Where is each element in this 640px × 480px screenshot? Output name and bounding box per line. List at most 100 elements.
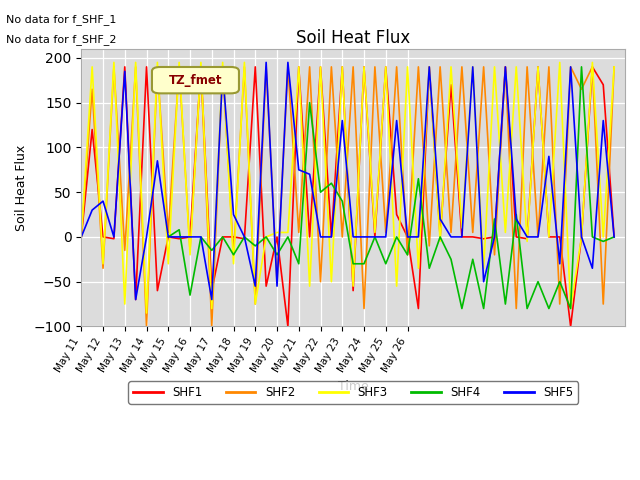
SHF4 bbox=[545, 306, 553, 312]
SHF3 bbox=[371, 229, 379, 235]
SHF4 bbox=[480, 306, 488, 312]
SHF1 bbox=[208, 288, 216, 293]
SHF3 bbox=[186, 252, 194, 258]
SHF2 bbox=[295, 229, 303, 235]
SHF5 bbox=[143, 234, 150, 240]
Y-axis label: Soil Heat Flux: Soil Heat Flux bbox=[15, 144, 28, 231]
SHF3 bbox=[502, 229, 509, 235]
SHF2 bbox=[436, 64, 444, 70]
SHF1 bbox=[545, 234, 553, 240]
SHF4 bbox=[415, 176, 422, 181]
SHF1 bbox=[328, 234, 335, 240]
SHF2 bbox=[513, 306, 520, 312]
SHF5 bbox=[502, 64, 509, 70]
SHF4 bbox=[469, 256, 477, 262]
SHF1 bbox=[589, 64, 596, 70]
SHF3 bbox=[545, 234, 553, 240]
SHF3 bbox=[415, 265, 422, 271]
SHF2 bbox=[328, 64, 335, 70]
SHF4 bbox=[164, 234, 172, 240]
SHF1 bbox=[77, 234, 85, 240]
SHF2 bbox=[404, 252, 412, 258]
SHF5 bbox=[328, 234, 335, 240]
SHF5 bbox=[110, 234, 118, 240]
SHF5 bbox=[306, 171, 314, 177]
SHF5 bbox=[513, 216, 520, 222]
SHF3 bbox=[426, 64, 433, 70]
SHF3 bbox=[447, 64, 455, 70]
SHF4 bbox=[339, 198, 346, 204]
SHF4 bbox=[273, 252, 281, 258]
SHF2 bbox=[219, 64, 227, 70]
SHF2 bbox=[164, 229, 172, 235]
SHF1 bbox=[197, 64, 205, 70]
SHF1 bbox=[349, 288, 357, 293]
SHF2 bbox=[132, 64, 140, 70]
SHF2 bbox=[241, 64, 248, 70]
SHF4 bbox=[611, 234, 618, 240]
SHF2 bbox=[262, 64, 270, 70]
SHF1 bbox=[513, 234, 520, 240]
SHF4 bbox=[524, 306, 531, 312]
SHF1 bbox=[230, 234, 237, 240]
SHF1 bbox=[110, 236, 118, 241]
SHF5 bbox=[600, 118, 607, 123]
SHF5 bbox=[404, 234, 412, 240]
SHF5 bbox=[197, 234, 205, 240]
SHF5 bbox=[447, 234, 455, 240]
SHF3 bbox=[513, 64, 520, 70]
SHF3 bbox=[600, 234, 607, 240]
SHF5 bbox=[154, 158, 161, 164]
SHF2 bbox=[524, 64, 531, 70]
SHF5 bbox=[77, 234, 85, 240]
SHF3 bbox=[241, 60, 248, 65]
SHF1 bbox=[175, 236, 183, 241]
SHF1 bbox=[480, 236, 488, 241]
SHF3 bbox=[589, 60, 596, 65]
SHF5 bbox=[99, 198, 107, 204]
SHF3 bbox=[295, 64, 303, 70]
SHF5 bbox=[545, 154, 553, 159]
SHF2 bbox=[186, 248, 194, 253]
SHF2 bbox=[447, 229, 455, 235]
SHF2 bbox=[230, 252, 237, 258]
SHF3 bbox=[524, 239, 531, 244]
SHF3 bbox=[77, 234, 85, 240]
SHF4 bbox=[252, 243, 259, 249]
SHF4 bbox=[241, 234, 248, 240]
SHF1 bbox=[241, 236, 248, 241]
SHF2 bbox=[458, 64, 466, 70]
SHF3 bbox=[469, 64, 477, 70]
Line: SHF5: SHF5 bbox=[81, 62, 614, 300]
SHF1 bbox=[360, 64, 368, 70]
SHF2 bbox=[556, 301, 564, 307]
Line: SHF3: SHF3 bbox=[81, 62, 614, 313]
SHF2 bbox=[426, 243, 433, 249]
SHF5 bbox=[230, 212, 237, 217]
SHF5 bbox=[121, 69, 129, 74]
SHF3 bbox=[154, 60, 161, 65]
SHF2 bbox=[77, 234, 85, 240]
SHF4 bbox=[295, 261, 303, 267]
SHF5 bbox=[208, 297, 216, 302]
SHF1 bbox=[491, 234, 499, 240]
SHF5 bbox=[436, 216, 444, 222]
SHF1 bbox=[426, 64, 433, 70]
Text: TZ_fmet: TZ_fmet bbox=[169, 73, 222, 86]
X-axis label: Time: Time bbox=[338, 380, 369, 393]
SHF4 bbox=[360, 261, 368, 267]
SHF1 bbox=[611, 234, 618, 240]
Line: SHF2: SHF2 bbox=[81, 67, 614, 326]
SHF5 bbox=[556, 261, 564, 267]
SHF1 bbox=[447, 82, 455, 88]
SHF4 bbox=[349, 261, 357, 267]
SHF4 bbox=[393, 234, 401, 240]
SHF5 bbox=[175, 234, 183, 240]
SHF1 bbox=[404, 234, 412, 240]
SHF3 bbox=[208, 306, 216, 312]
SHF1 bbox=[339, 64, 346, 70]
SHF2 bbox=[567, 64, 575, 70]
SHF3 bbox=[339, 64, 346, 70]
SHF4 bbox=[262, 234, 270, 240]
SHF4 bbox=[317, 189, 324, 195]
